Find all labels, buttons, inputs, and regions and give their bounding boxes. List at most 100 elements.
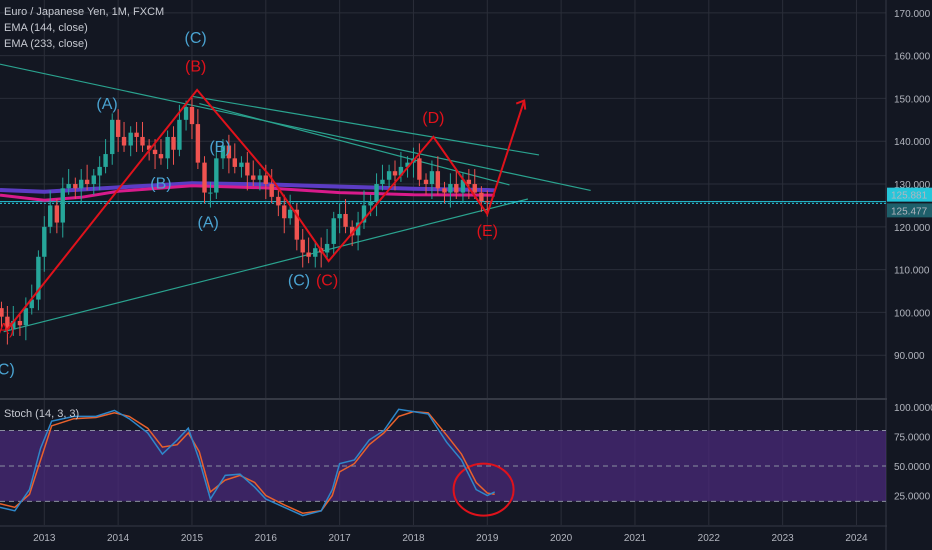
candle-body bbox=[11, 320, 16, 330]
candle-body bbox=[257, 175, 263, 180]
candle-body bbox=[448, 184, 453, 193]
price-tag-label: 125.881 bbox=[891, 191, 928, 202]
candle-body bbox=[392, 171, 398, 176]
candle-body bbox=[134, 132, 139, 137]
candle-body bbox=[177, 119, 182, 150]
candle-body bbox=[165, 136, 170, 159]
candle-body bbox=[324, 243, 330, 253]
time-tick-label: 2016 bbox=[255, 533, 278, 544]
candle-body bbox=[146, 145, 152, 150]
stoch-lines bbox=[0, 408, 496, 517]
candle-body bbox=[349, 226, 355, 236]
candle-body bbox=[306, 252, 311, 257]
candle-body bbox=[460, 179, 466, 193]
stoch-legend[interactable]: Stoch (14, 3, 3) bbox=[4, 408, 80, 420]
candle-body bbox=[417, 158, 422, 180]
candle-body bbox=[374, 184, 379, 202]
wave-label: (D) bbox=[422, 110, 444, 127]
price-tick-label: 140.000 bbox=[894, 137, 931, 148]
candle-body bbox=[263, 175, 268, 185]
trendline bbox=[0, 63, 591, 192]
candle-body bbox=[36, 256, 41, 300]
candle-body bbox=[183, 106, 189, 120]
stoch-highlight-ellipse bbox=[452, 462, 515, 517]
candle-body bbox=[214, 158, 219, 193]
candle-body bbox=[73, 184, 78, 189]
price-tick-label: 170.000 bbox=[894, 9, 931, 20]
time-tick-label: 2017 bbox=[329, 533, 352, 544]
candle-body bbox=[140, 136, 145, 146]
symbol-title: Euro / Japanese Yen, 1M, FXCM bbox=[4, 6, 165, 18]
price-tick-label: 90.000 bbox=[894, 351, 925, 362]
candle-body bbox=[361, 205, 367, 223]
time-tick-label: 2022 bbox=[698, 533, 721, 544]
trendline bbox=[191, 95, 540, 156]
candle-body bbox=[152, 149, 158, 155]
time-tick-label: 2018 bbox=[402, 533, 425, 544]
candle-body bbox=[97, 166, 102, 176]
candle-body bbox=[423, 179, 429, 185]
wave-label: (A) bbox=[198, 215, 219, 232]
trendlines bbox=[0, 63, 886, 333]
time-tick-label: 2020 bbox=[550, 533, 573, 544]
wave-path bbox=[6, 88, 526, 331]
price-tick-label: 110.000 bbox=[894, 266, 930, 277]
price-tick-label: 150.000 bbox=[894, 94, 931, 105]
candle-body bbox=[60, 188, 65, 223]
candle-body bbox=[17, 320, 23, 326]
candle-body bbox=[485, 201, 490, 203]
time-tick-label: 2019 bbox=[476, 533, 499, 544]
candle-body bbox=[398, 166, 404, 176]
candle-body bbox=[171, 136, 176, 150]
price-axis-bg bbox=[887, 0, 932, 550]
candle-body bbox=[232, 158, 237, 167]
candle-body bbox=[287, 209, 293, 219]
wave-label: (B) bbox=[150, 175, 171, 192]
candle-body bbox=[343, 213, 348, 227]
candle-body bbox=[300, 239, 305, 253]
ema-233-legend[interactable]: EMA (233, close) bbox=[4, 38, 88, 50]
candle-body bbox=[313, 248, 318, 257]
candle-body bbox=[91, 175, 96, 185]
candle-body bbox=[337, 213, 342, 219]
time-tick-label: 2014 bbox=[107, 533, 130, 544]
candle-body bbox=[368, 201, 373, 206]
price-tick-label: 160.000 bbox=[894, 52, 931, 63]
candle-body bbox=[429, 171, 435, 185]
candle-body bbox=[220, 145, 226, 159]
candle-body bbox=[226, 145, 232, 159]
time-tick-label: 2013 bbox=[33, 533, 56, 544]
candle-body bbox=[42, 226, 47, 257]
time-axis[interactable]: 2013 2014 2015 2016 2017 2018 2019 2020 2021 2022… bbox=[33, 533, 868, 544]
candle-body bbox=[0, 308, 4, 317]
stoch-band bbox=[0, 430, 886, 502]
wave-label: (E) bbox=[477, 223, 498, 240]
price-tag-bg bbox=[887, 203, 932, 218]
candle-body bbox=[245, 162, 250, 176]
time-tick-label: 2023 bbox=[772, 533, 795, 544]
candle-body bbox=[405, 162, 410, 167]
candle-body bbox=[239, 162, 244, 167]
stoch-tick-label: 25.0000 bbox=[894, 491, 931, 502]
wave-label: (C) bbox=[316, 272, 338, 289]
candle-body bbox=[84, 179, 90, 185]
ema-144-legend[interactable]: EMA (144, close) bbox=[4, 22, 88, 34]
wave-label: (C) bbox=[288, 272, 310, 289]
time-tick-label: 2015 bbox=[181, 533, 204, 544]
wave-labels: (C) (B) (A) (B) (B) (A) (D) (C) (C) (E) (A) (C) bbox=[0, 30, 498, 379]
candle-body bbox=[195, 124, 201, 163]
price-tick-label: 120.000 bbox=[894, 223, 931, 234]
time-tick-label: 2024 bbox=[845, 533, 868, 544]
candle-body bbox=[454, 184, 459, 193]
wave-label: (B) bbox=[185, 58, 206, 75]
candle-body bbox=[276, 196, 281, 206]
time-tick-label: 2021 bbox=[624, 533, 647, 544]
candle-body bbox=[54, 205, 60, 223]
price-tick-label: 100.000 bbox=[894, 308, 931, 319]
wave-drawings bbox=[6, 88, 527, 517]
candle-body bbox=[189, 106, 195, 125]
price-axis[interactable]: 170.000 160.000 150.000 140.000 130.000 120.0… bbox=[887, 0, 932, 550]
candle-body bbox=[472, 184, 477, 193]
candle-body bbox=[29, 299, 34, 309]
